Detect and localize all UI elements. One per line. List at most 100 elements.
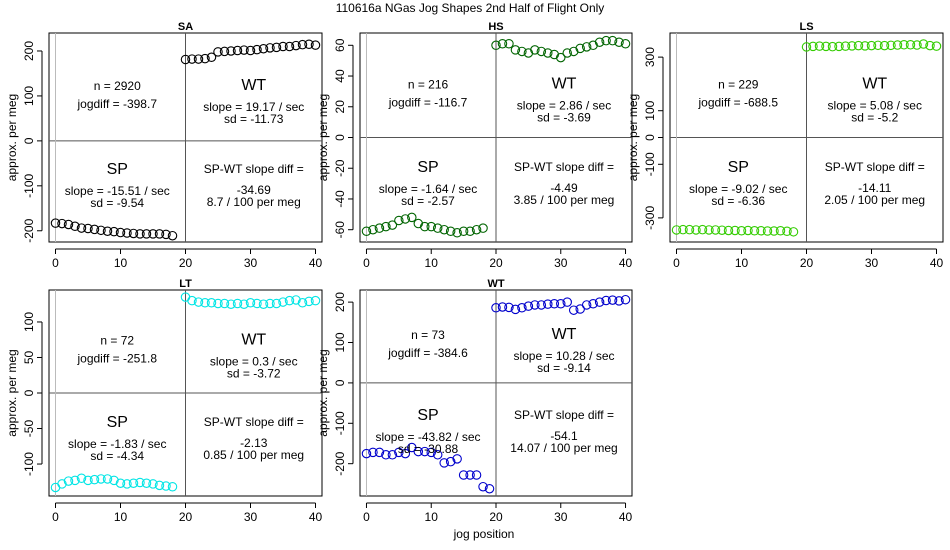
y-tick-label: 200 bbox=[22, 41, 36, 61]
sp-point bbox=[115, 227, 126, 238]
sp-point bbox=[109, 226, 119, 237]
wt-point bbox=[614, 296, 624, 306]
wt-point bbox=[504, 302, 514, 313]
slope-diff-label: SP-WT slope diff = bbox=[204, 415, 304, 429]
wt-point bbox=[284, 295, 295, 306]
panel-sa: SA 0 10 20 30 40 -200 -100 0 100 200 approx. per me… bbox=[5, 21, 323, 270]
sp-point bbox=[83, 475, 93, 486]
y-tick-label: 0 bbox=[22, 137, 36, 144]
sp-point bbox=[420, 221, 430, 232]
y-tick-label: 100 bbox=[22, 312, 36, 332]
sp-point bbox=[167, 482, 178, 492]
x-tick-label: 10 bbox=[114, 510, 128, 524]
wt-point bbox=[556, 52, 566, 63]
wt-point bbox=[491, 40, 501, 51]
y-tick-label: 100 bbox=[22, 86, 36, 106]
sp-point bbox=[478, 223, 488, 233]
per-meg-text: 14.07 / 100 per meg bbox=[510, 441, 617, 455]
sp-sd: sd = -30.88 bbox=[398, 442, 459, 456]
wt-point bbox=[912, 40, 922, 50]
per-meg-text: 2.05 / 100 per meg bbox=[824, 193, 925, 207]
slope-diff-value: -14.11 bbox=[858, 181, 891, 195]
wt-point bbox=[847, 41, 857, 51]
sp-point bbox=[102, 226, 113, 236]
wt-point bbox=[931, 41, 942, 51]
wt-point bbox=[620, 294, 631, 305]
wt-point bbox=[588, 298, 598, 309]
sp-point bbox=[439, 224, 449, 235]
sp-point bbox=[717, 225, 727, 235]
wt-point bbox=[536, 300, 547, 310]
sp-point bbox=[769, 226, 779, 236]
figure-title: 110616a NGas Jog Shapes 2nd Half of Flig… bbox=[336, 1, 605, 15]
jogdiff-text: jogdiff = -116.7 bbox=[388, 95, 468, 109]
sp-point bbox=[89, 224, 100, 235]
sp-point bbox=[704, 225, 714, 235]
sp-point bbox=[83, 223, 93, 234]
wt-point bbox=[200, 298, 210, 308]
sp-point bbox=[445, 226, 456, 236]
sp-label: SP bbox=[728, 159, 749, 176]
per-meg-text: 3.85 / 100 per meg bbox=[514, 193, 615, 207]
slope-diff-label: SP-WT slope diff = bbox=[514, 408, 614, 422]
x-tick-label: 40 bbox=[309, 510, 323, 524]
x-tick-label: 30 bbox=[244, 510, 258, 524]
wt-point bbox=[278, 297, 288, 307]
wt-point bbox=[284, 41, 295, 52]
panel-ls: LS 0 10 20 30 40 -300 -100 0 100 300 approx. per me… bbox=[626, 21, 944, 270]
wt-point bbox=[814, 41, 825, 51]
sp-label: SP bbox=[417, 159, 438, 176]
wt-point bbox=[193, 54, 204, 64]
wt-point bbox=[239, 45, 249, 55]
wt-point bbox=[853, 40, 864, 51]
wt-point bbox=[310, 40, 321, 50]
wt-point bbox=[265, 298, 275, 309]
sp-point bbox=[458, 226, 469, 236]
sp-point bbox=[471, 470, 482, 480]
sp-sd: sd = -9.54 bbox=[90, 196, 144, 210]
y-axis-title: approx. per meg bbox=[5, 94, 19, 181]
sp-point bbox=[439, 458, 449, 468]
sp-point bbox=[374, 223, 385, 233]
sp-point bbox=[141, 478, 152, 488]
wt-point bbox=[510, 304, 521, 315]
sp-point bbox=[413, 446, 424, 457]
y-tick-label: -100 bbox=[333, 411, 347, 435]
wt-label: WT bbox=[241, 77, 266, 94]
wt-slope: slope = 10.28 / sec bbox=[513, 349, 614, 363]
sp-point bbox=[70, 221, 80, 232]
wt-point bbox=[206, 298, 217, 308]
sp-point bbox=[756, 225, 766, 236]
sp-point bbox=[458, 470, 469, 480]
sp-point bbox=[788, 227, 799, 237]
jogdiff-text: jogdiff = -384.6 bbox=[387, 346, 468, 360]
wt-point bbox=[523, 301, 534, 311]
sp-point bbox=[484, 483, 495, 494]
sp-point bbox=[743, 225, 753, 236]
wt-point bbox=[530, 300, 540, 310]
wt-label: WT bbox=[552, 75, 577, 92]
sp-point bbox=[76, 473, 87, 483]
panel-title: LT bbox=[179, 278, 192, 290]
y-tick-label: -100 bbox=[643, 152, 657, 176]
slope-diff-value: -34.69 bbox=[237, 183, 271, 197]
x-tick-label: 0 bbox=[52, 256, 59, 270]
wt-slope: slope = 0.3 / sec bbox=[210, 355, 298, 369]
wt-point bbox=[278, 41, 288, 52]
wt-point bbox=[840, 41, 851, 51]
sp-point bbox=[135, 477, 145, 488]
wt-point bbox=[258, 299, 269, 309]
wt-point bbox=[892, 40, 903, 50]
wt-point bbox=[200, 53, 210, 64]
slope-diff-value: -2.13 bbox=[240, 436, 268, 450]
sp-point bbox=[154, 480, 165, 491]
x-tick-label: 40 bbox=[619, 256, 633, 270]
wt-sd: sd = -9.14 bbox=[537, 361, 591, 375]
sp-point bbox=[70, 475, 80, 486]
sp-point bbox=[368, 224, 378, 235]
wt-point bbox=[575, 43, 585, 54]
y-tick-label: 60 bbox=[333, 38, 347, 52]
wt-point bbox=[213, 47, 223, 57]
wt-point bbox=[536, 46, 547, 57]
